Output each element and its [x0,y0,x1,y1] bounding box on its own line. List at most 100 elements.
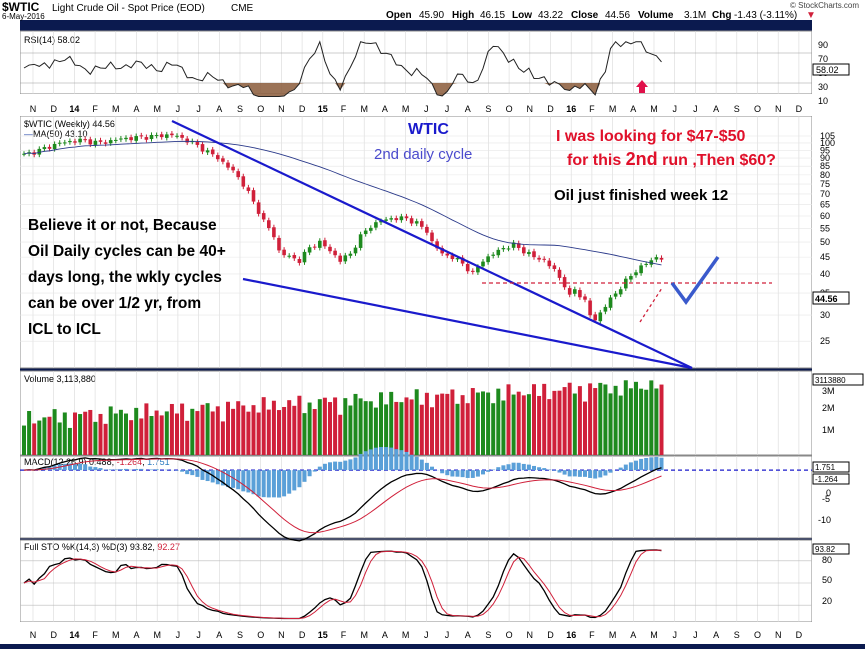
date-tick-label: J [672,104,677,114]
price-candle [83,139,87,140]
volume-bar [328,402,332,455]
price-candle [553,265,557,269]
volume-bar [236,401,240,455]
macd-histogram-bar [83,464,87,470]
macd-histogram-bar [481,470,485,474]
price-candle [226,163,230,168]
macd-histogram-bar [542,468,546,470]
macd-histogram-bar [394,449,398,470]
volume-bar [68,428,72,455]
volume-bar [471,388,475,455]
macd-histogram-bar [563,470,567,474]
macd-histogram-bar [287,470,291,494]
volume-bar [246,412,250,455]
date-tick-label: D [796,630,803,640]
volume-bar [537,396,541,455]
macd-histogram-bar [415,457,419,470]
volume-bar [53,409,57,455]
date-tick-label: M [112,630,120,640]
price-candle [639,265,643,273]
date-tick-label: O [506,630,513,640]
volume-bar [415,389,419,455]
macd-histogram-bar [272,470,276,497]
volume-bar [144,403,148,455]
date-tick-label: M [609,104,617,114]
date-tick-label: O [506,104,513,114]
header-exchange: CME [231,3,254,14]
price-candle [114,140,118,141]
price-candle [349,254,353,256]
macd-histogram-bar [119,469,123,470]
macd-histogram-bar [104,470,108,471]
volume-bar [660,385,664,455]
week-annotation: Oil just finished week 12 [554,187,728,204]
price-candle [497,250,501,255]
volume-bar [532,384,536,455]
volume-bar [425,393,429,455]
price-candle [527,252,531,254]
macd-signal-tag-text: -1.264 [815,475,838,484]
macd-histogram-bar [486,470,490,472]
price-candle [160,134,164,137]
date-tick-label: 14 [69,630,79,640]
price-value-tag-text: 44.56 [815,294,838,304]
volume-bar [292,406,296,455]
macd-histogram-bar [195,470,199,477]
date-tick-label: J [424,104,429,114]
volume-bar [476,393,480,455]
price-candle [267,220,271,228]
price-candle [599,312,603,321]
macd-histogram-bar [588,470,592,478]
price-candle [491,255,495,256]
cycle-explanation-line: Believe it or not, Because [28,217,217,234]
volume-bar [410,399,414,455]
macd-histogram-bar [303,470,307,482]
price-candle [216,155,220,159]
price-candle [89,139,93,144]
date-tick-label: O [257,104,264,114]
date-tick-label: S [734,630,740,640]
macd-histogram-bar [619,468,623,471]
price-candle [522,247,526,253]
price-candle [563,277,567,287]
stochastic-tick: 50 [822,575,832,585]
volume-bar [558,391,562,455]
date-tick-label: A [133,104,139,114]
macd-histogram-bar [461,470,465,477]
price-candle [201,144,205,151]
date-tick-label: F [341,630,347,640]
price-candle [430,233,434,242]
volume-bar [496,389,500,455]
volume-bar [573,394,577,455]
volume-bar [175,414,179,455]
rsi-tick: 90 [818,40,828,50]
volume-bar [185,421,189,455]
macd-histogram-bar [93,467,97,470]
volume-bar [588,383,592,455]
date-tick-label: A [630,104,636,114]
volume-bar [297,396,301,455]
macd-histogram-bar [425,463,429,470]
price-tick-label: 70 [820,189,830,199]
macd-histogram-bar [124,469,128,470]
close-label: Close [571,10,599,21]
macd-histogram-bar [308,470,312,476]
volume-value: 3.1M [684,10,706,21]
volume-bar [267,410,271,455]
volume-bar [231,409,235,455]
volume-bar [634,382,638,455]
date-tick-label: D [50,630,57,640]
macd-histogram-bar [190,470,194,475]
date-tick-label: M [360,630,368,640]
price-candle [548,261,552,267]
macd-histogram-bar [522,464,526,470]
volume-bar [155,411,159,455]
volume-bar [619,396,623,455]
macd-histogram-bar [262,470,266,497]
volume-bar [512,395,516,455]
macd-histogram-bar [440,470,444,473]
volume-bar [430,407,434,455]
price-candle [333,251,337,255]
date-tick-label: N [527,104,534,114]
